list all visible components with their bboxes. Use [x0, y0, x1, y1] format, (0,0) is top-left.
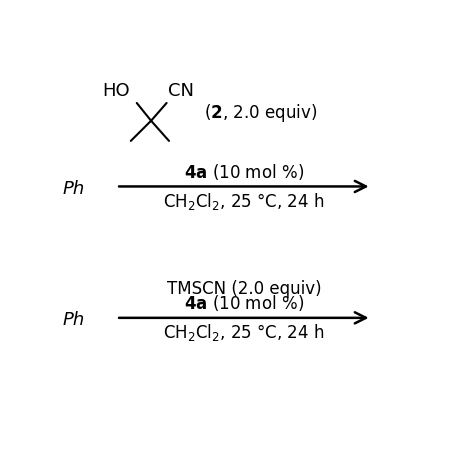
Text: CN: CN: [168, 82, 194, 100]
Text: HO: HO: [102, 82, 130, 100]
Text: Ph: Ph: [63, 180, 85, 198]
Text: ($\mathbf{2}$, 2.0 equiv): ($\mathbf{2}$, 2.0 equiv): [204, 102, 318, 125]
Text: TMSCN (2.0 equiv): TMSCN (2.0 equiv): [166, 280, 321, 298]
Text: $\mathbf{4a}$ (10 mol %): $\mathbf{4a}$ (10 mol %): [184, 162, 304, 182]
Text: $\mathbf{4a}$ (10 mol %): $\mathbf{4a}$ (10 mol %): [184, 293, 304, 313]
Text: CH$_2$Cl$_2$, 25 °C, 24 h: CH$_2$Cl$_2$, 25 °C, 24 h: [163, 191, 325, 211]
Text: CH$_2$Cl$_2$, 25 °C, 24 h: CH$_2$Cl$_2$, 25 °C, 24 h: [163, 322, 325, 343]
Text: Ph: Ph: [63, 311, 85, 329]
